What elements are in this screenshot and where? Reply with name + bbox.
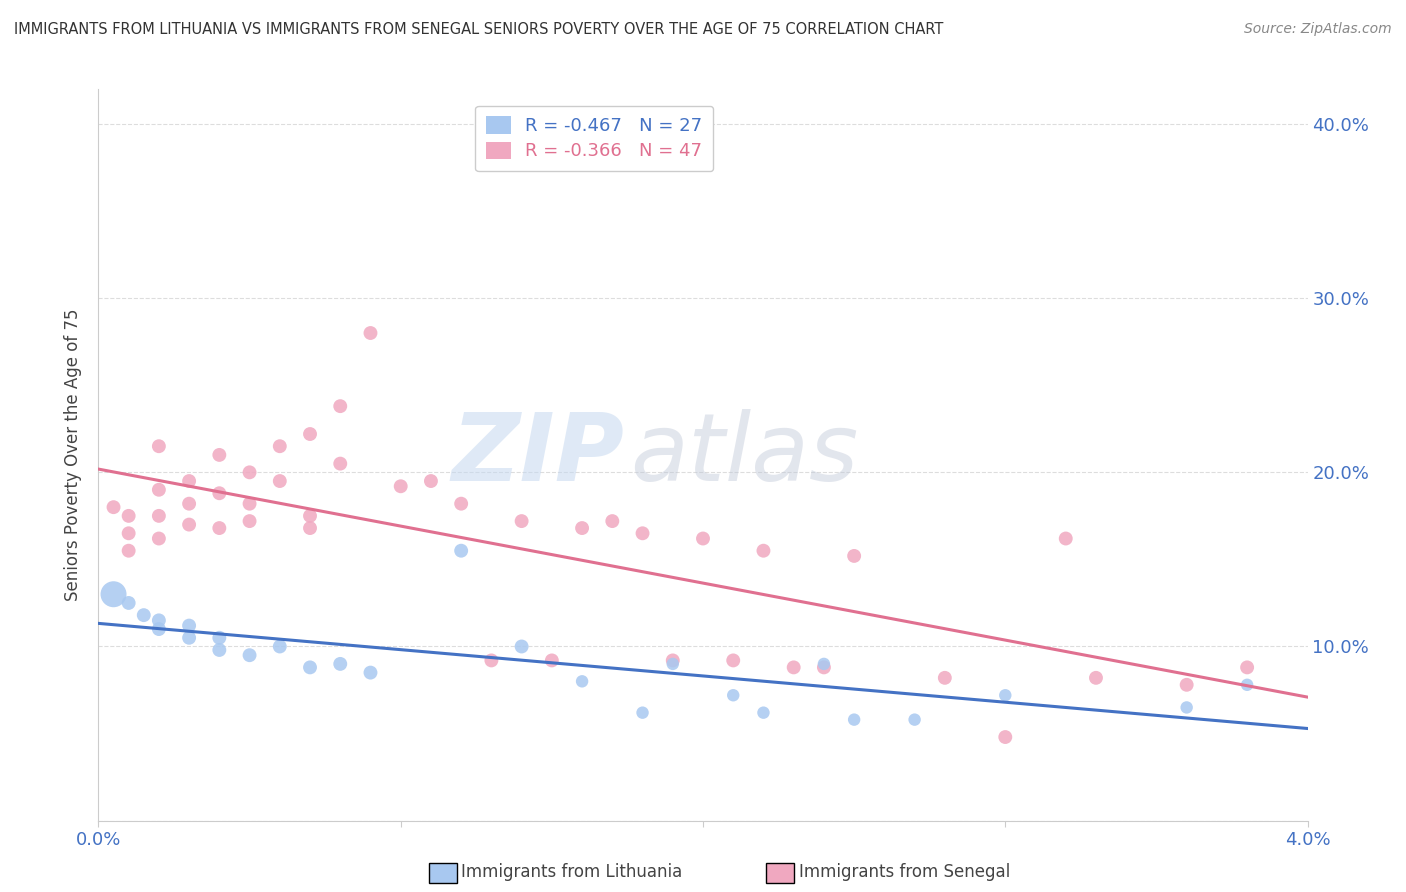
Point: [783, 660, 806, 674]
Point: [389, 479, 412, 493]
Point: [420, 474, 443, 488]
Legend: R = -0.467   N = 27, R = -0.366   N = 47: R = -0.467 N = 27, R = -0.366 N = 47: [475, 105, 713, 171]
Point: [179, 474, 201, 488]
Point: [450, 497, 472, 511]
Point: [208, 521, 231, 535]
Point: [148, 532, 170, 546]
Point: [571, 521, 593, 535]
Point: [269, 640, 291, 654]
Point: [752, 706, 775, 720]
Point: [541, 653, 564, 667]
Point: [329, 657, 352, 671]
Text: atlas: atlas: [630, 409, 859, 500]
Point: [1175, 678, 1198, 692]
Point: [208, 643, 231, 657]
Text: Immigrants from Lithuania: Immigrants from Lithuania: [461, 863, 682, 881]
Point: [450, 543, 472, 558]
Point: [994, 688, 1017, 702]
Point: [299, 427, 322, 442]
Point: [329, 457, 352, 471]
Point: [269, 439, 291, 453]
Point: [510, 514, 533, 528]
Point: [662, 653, 685, 667]
Point: [813, 657, 835, 671]
Point: [1236, 678, 1258, 692]
Point: [360, 665, 382, 680]
Point: [631, 526, 654, 541]
Point: [148, 508, 170, 523]
Point: [103, 500, 125, 515]
Point: [571, 674, 593, 689]
Point: [723, 688, 745, 702]
Point: [239, 497, 262, 511]
Point: [299, 521, 322, 535]
Point: [148, 439, 170, 453]
Text: IMMIGRANTS FROM LITHUANIA VS IMMIGRANTS FROM SENEGAL SENIORS POVERTY OVER THE AG: IMMIGRANTS FROM LITHUANIA VS IMMIGRANTS …: [14, 22, 943, 37]
Point: [1054, 532, 1077, 546]
Point: [118, 526, 141, 541]
Point: [208, 631, 231, 645]
Point: [481, 653, 503, 667]
Point: [239, 648, 262, 663]
Point: [723, 653, 745, 667]
Text: ZIP: ZIP: [451, 409, 624, 501]
Point: [1175, 700, 1198, 714]
Point: [148, 483, 170, 497]
Point: [179, 497, 201, 511]
Point: [118, 543, 141, 558]
Point: [132, 608, 155, 623]
Point: [179, 517, 201, 532]
Point: [752, 543, 775, 558]
Point: [269, 474, 291, 488]
Point: [844, 549, 866, 563]
Point: [103, 587, 125, 601]
Point: [118, 596, 141, 610]
Point: [329, 399, 352, 413]
Text: Immigrants from Senegal: Immigrants from Senegal: [799, 863, 1010, 881]
Point: [994, 730, 1017, 744]
Point: [208, 448, 231, 462]
Point: [239, 466, 262, 480]
Point: [360, 326, 382, 340]
Point: [299, 508, 322, 523]
Point: [1085, 671, 1108, 685]
Point: [179, 631, 201, 645]
Point: [844, 713, 866, 727]
Point: [934, 671, 956, 685]
Point: [118, 508, 141, 523]
Point: [239, 514, 262, 528]
Point: [179, 618, 201, 632]
Point: [662, 657, 685, 671]
Point: [904, 713, 927, 727]
Point: [692, 532, 714, 546]
Text: Source: ZipAtlas.com: Source: ZipAtlas.com: [1244, 22, 1392, 37]
Point: [299, 660, 322, 674]
Point: [148, 613, 170, 627]
Point: [510, 640, 533, 654]
Point: [1236, 660, 1258, 674]
Point: [208, 486, 231, 500]
Point: [602, 514, 624, 528]
Point: [631, 706, 654, 720]
Point: [148, 622, 170, 636]
Point: [813, 660, 835, 674]
Y-axis label: Seniors Poverty Over the Age of 75: Seniors Poverty Over the Age of 75: [65, 309, 83, 601]
